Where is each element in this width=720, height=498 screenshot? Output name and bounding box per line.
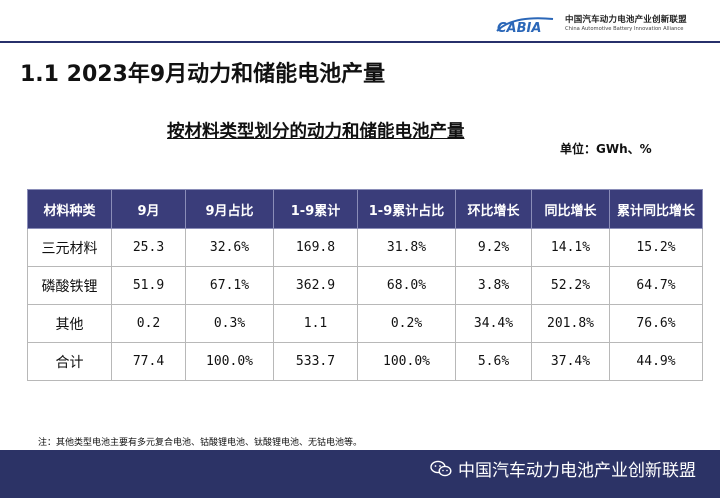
- footer-bar: 中国汽车动力电池产业创新联盟: [0, 450, 720, 498]
- battery-output-table: 材料种类 9月 9月占比 1-9累计 1-9累计占比 环比增长 同比增长 累计同…: [27, 189, 703, 381]
- table-cell: 25.3: [111, 228, 186, 267]
- header-cell: 环比增长: [455, 189, 532, 229]
- table-cell: 34.4%: [455, 304, 532, 343]
- table-cell: 15.2%: [609, 228, 703, 267]
- table-row: 三元材料 25.3 32.6% 169.8 31.8% 9.2% 14.1% 1…: [27, 228, 703, 267]
- table-cell: 9.2%: [455, 228, 532, 267]
- table-cell: 77.4: [111, 342, 186, 381]
- footer-brand-text: 中国汽车动力电池产业创新联盟: [458, 461, 696, 481]
- unit-label: 单位：GWh、%: [560, 142, 652, 156]
- header-divider: [0, 41, 720, 43]
- table-cell: 0.2%: [357, 304, 456, 343]
- logo-org-cn: 中国汽车动力电池产业创新联盟: [565, 15, 687, 26]
- table-cell: 169.8: [273, 228, 358, 267]
- table-cell: 100.0%: [357, 342, 456, 381]
- table-cell: 76.6%: [609, 304, 703, 343]
- table-cell: 100.0%: [185, 342, 274, 381]
- table-cell: 1.1: [273, 304, 358, 343]
- table-cell: 37.4%: [531, 342, 610, 381]
- table-cell: 64.7%: [609, 266, 703, 305]
- slide-title: 1.1 2023年9月动力和储能电池产量: [20, 62, 386, 87]
- table-cell: 201.8%: [531, 304, 610, 343]
- wechat-icon: [430, 460, 452, 476]
- table-cell: 0.2: [111, 304, 186, 343]
- header-cell: 1-9累计占比: [357, 189, 456, 229]
- row-label: 其他: [27, 304, 112, 343]
- header-cell: 1-9累计: [273, 189, 358, 229]
- table-cell: 68.0%: [357, 266, 456, 305]
- table-row: 磷酸铁锂 51.9 67.1% 362.9 68.0% 3.8% 52.2% 6…: [27, 266, 703, 305]
- row-label: 合计: [27, 342, 112, 381]
- header-cell: 同比增长: [531, 189, 610, 229]
- table-cell: 44.9%: [609, 342, 703, 381]
- cabia-logo: CABIA 中国汽车动力电池产业创新联盟 China Automotive Ba…: [493, 10, 713, 38]
- header-cell: 9月占比: [185, 189, 274, 229]
- table-cell: 5.6%: [455, 342, 532, 381]
- logo-mark-text: CABIA: [497, 21, 541, 35]
- cabia-logo-mark: CABIA: [496, 17, 554, 35]
- row-label: 磷酸铁锂: [27, 266, 112, 305]
- header-cell: 累计同比增长: [609, 189, 703, 229]
- row-label: 三元材料: [27, 228, 112, 267]
- table-cell: 533.7: [273, 342, 358, 381]
- table-cell: 52.2%: [531, 266, 610, 305]
- table-cell: 3.8%: [455, 266, 532, 305]
- footnote: 注：其他类型电池主要有多元复合电池、钴酸锂电池、钛酸锂电池、无钴电池等。: [38, 438, 363, 448]
- footer-brand: 中国汽车动力电池产业创新联盟: [430, 456, 696, 481]
- header-cell: 材料种类: [27, 189, 112, 229]
- header-cell: 9月: [111, 189, 186, 229]
- table-cell: 51.9: [111, 266, 186, 305]
- table-cell: 14.1%: [531, 228, 610, 267]
- table-cell: 0.3%: [185, 304, 274, 343]
- table-cell: 67.1%: [185, 266, 274, 305]
- table-title: 按材料类型划分的动力和储能电池产量: [167, 122, 465, 142]
- table-row: 其他 0.2 0.3% 1.1 0.2% 34.4% 201.8% 76.6%: [27, 304, 703, 343]
- logo-org-en: China Automotive Battery Innovation Alli…: [565, 25, 684, 32]
- table-row-total: 合计 77.4 100.0% 533.7 100.0% 5.6% 37.4% 4…: [27, 342, 703, 381]
- table-cell: 31.8%: [357, 228, 456, 267]
- table-cell: 362.9: [273, 266, 358, 305]
- table-cell: 32.6%: [185, 228, 274, 267]
- table-header-row: 材料种类 9月 9月占比 1-9累计 1-9累计占比 环比增长 同比增长 累计同…: [27, 189, 703, 229]
